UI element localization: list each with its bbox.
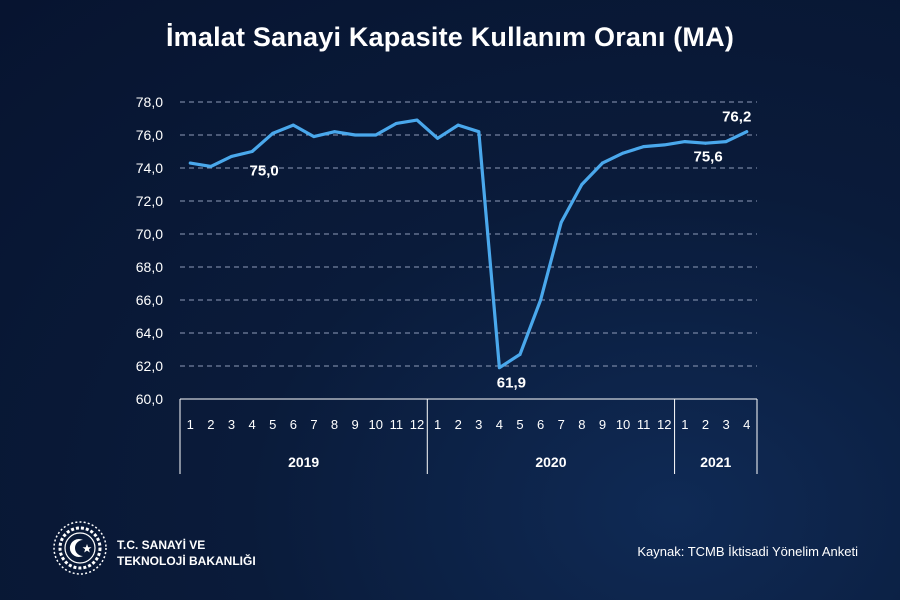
data-point xyxy=(271,131,275,135)
data-point xyxy=(415,118,419,122)
data-point xyxy=(250,150,254,153)
x-tick-label: 3 xyxy=(228,417,235,432)
data-point xyxy=(456,123,460,127)
y-tick-label: 78,0 xyxy=(136,94,163,110)
data-point xyxy=(497,366,501,370)
data-point xyxy=(662,143,666,147)
data-point xyxy=(230,154,234,158)
x-tick-label: 9 xyxy=(352,417,359,432)
data-point xyxy=(539,298,543,302)
x-tick-label: 12 xyxy=(657,417,671,432)
source-text: TCMB İktisadi Yönelim Anketi xyxy=(687,544,858,559)
chart-title: İmalat Sanayi Kapasite Kullanım Oranı (M… xyxy=(165,22,735,52)
year-label: 2021 xyxy=(700,454,731,470)
data-point xyxy=(333,130,337,134)
x-tick-label: 2 xyxy=(455,417,462,432)
ministry-line-2: TEKNOLOJİ BAKANLIĞI xyxy=(117,554,256,568)
x-tick-label: 5 xyxy=(516,417,523,432)
year-label: 2020 xyxy=(535,454,566,470)
x-tick-label: 1 xyxy=(434,417,441,432)
y-tick-label: 68,0 xyxy=(136,259,163,275)
x-tick-label: 7 xyxy=(310,417,317,432)
ministry-logo-icon xyxy=(53,521,107,575)
x-tick-label: 10 xyxy=(616,417,630,432)
x-tick-label: 4 xyxy=(249,417,256,432)
data-point xyxy=(621,151,625,155)
data-point xyxy=(291,123,295,127)
x-tick-label: 11 xyxy=(390,417,404,432)
data-label: 61,9 xyxy=(497,375,526,392)
year-label: 2019 xyxy=(288,454,319,470)
x-tick-label: 5 xyxy=(269,417,276,432)
data-point xyxy=(374,133,378,137)
data-point xyxy=(353,133,357,137)
data-point xyxy=(600,161,604,165)
x-tick-label: 10 xyxy=(369,417,383,432)
y-tick-label: 60,0 xyxy=(136,391,163,407)
data-point xyxy=(683,140,687,144)
data-point xyxy=(642,145,646,149)
source-note: Kaynak: TCMB İktisadi Yönelim Anketi xyxy=(637,544,858,559)
x-tick-label: 11 xyxy=(637,417,651,432)
data-point xyxy=(477,130,481,134)
x-tick-label: 1 xyxy=(681,417,688,432)
data-label: 75,6 xyxy=(693,149,722,166)
x-tick-label: 6 xyxy=(537,417,544,432)
ministry-line-1: T.C. SANAYİ VE xyxy=(117,538,206,552)
data-label: 75,0 xyxy=(250,163,279,180)
data-point xyxy=(436,136,440,140)
y-tick-label: 72,0 xyxy=(136,193,163,209)
x-tick-label: 3 xyxy=(722,417,729,432)
data-point xyxy=(580,183,584,186)
x-tick-label: 4 xyxy=(743,417,750,432)
x-tick-label: 8 xyxy=(578,417,585,432)
data-point xyxy=(745,130,749,134)
x-tick-label: 2 xyxy=(702,417,709,432)
data-point xyxy=(559,220,563,224)
data-label: 76,2 xyxy=(722,109,751,126)
data-point xyxy=(724,140,728,144)
y-tick-label: 70,0 xyxy=(136,226,163,242)
ministry-name: T.C. SANAYİ VE TEKNOLOJİ BAKANLIĞI xyxy=(117,537,256,569)
x-tick-label: 2 xyxy=(207,417,214,432)
x-tick-label: 9 xyxy=(599,417,606,432)
data-point xyxy=(209,164,213,168)
y-tick-label: 76,0 xyxy=(136,127,163,143)
y-tick-label: 66,0 xyxy=(136,292,163,308)
y-tick-label: 64,0 xyxy=(136,325,163,341)
x-tick-label: 3 xyxy=(475,417,482,432)
x-tick-label: 4 xyxy=(496,417,503,432)
data-point xyxy=(518,352,522,356)
y-tick-label: 74,0 xyxy=(136,160,163,176)
series-line xyxy=(188,118,749,370)
data-point xyxy=(312,135,316,139)
data-point xyxy=(188,161,192,165)
x-tick-label: 8 xyxy=(331,417,338,432)
x-tick-label: 7 xyxy=(558,417,565,432)
x-tick-label: 6 xyxy=(290,417,297,432)
data-point xyxy=(703,141,707,145)
x-tick-label: 12 xyxy=(410,417,424,432)
y-tick-label: 62,0 xyxy=(136,358,163,374)
x-tick-label: 1 xyxy=(187,417,194,432)
source-label: Kaynak: xyxy=(637,544,685,559)
data-point xyxy=(394,121,398,125)
